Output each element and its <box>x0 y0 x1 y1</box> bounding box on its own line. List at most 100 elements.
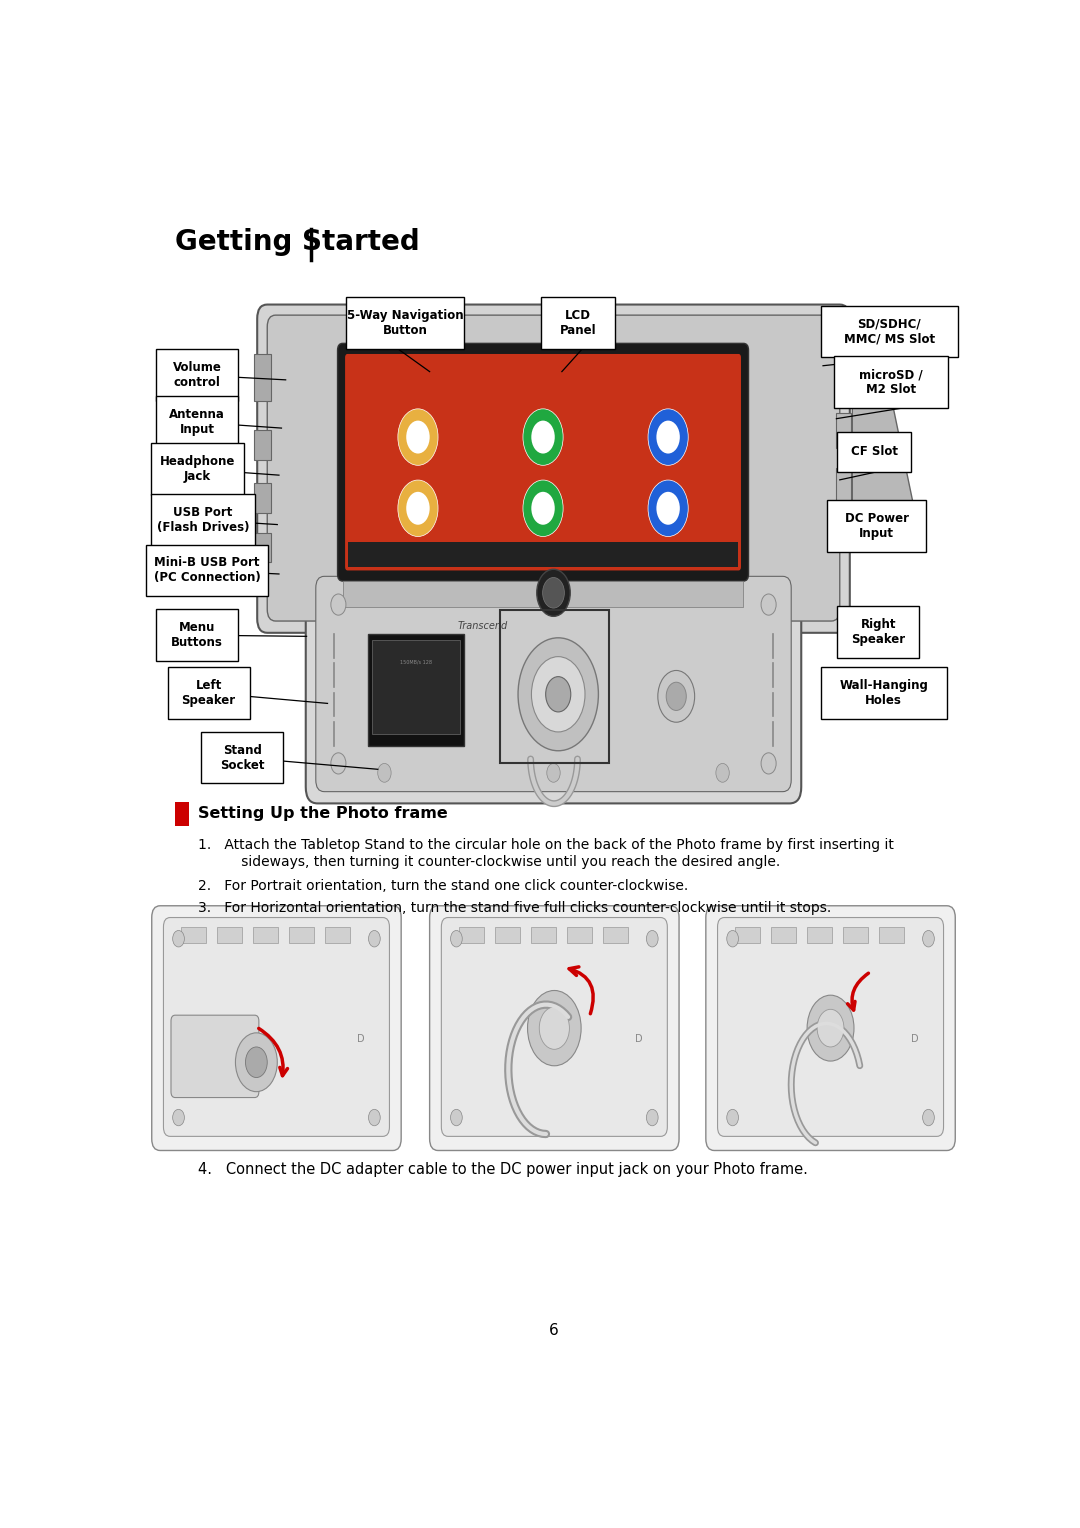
Circle shape <box>368 1109 380 1126</box>
Polygon shape <box>852 371 915 549</box>
Circle shape <box>330 753 346 775</box>
Bar <box>325 927 350 943</box>
Circle shape <box>406 492 430 524</box>
FancyBboxPatch shape <box>267 315 840 620</box>
Circle shape <box>807 995 854 1060</box>
Circle shape <box>523 410 563 466</box>
Circle shape <box>406 420 430 454</box>
FancyBboxPatch shape <box>541 298 615 350</box>
Text: 1.   Attach the Tabletop Stand to the circular hole on the back of the Photo fra: 1. Attach the Tabletop Stand to the circ… <box>198 837 893 851</box>
Bar <box>495 927 521 943</box>
FancyBboxPatch shape <box>163 917 390 1137</box>
Text: Wall-Hanging
Holes: Wall-Hanging Holes <box>839 678 928 707</box>
Text: USB Port
(Flash Drives): USB Port (Flash Drives) <box>157 506 249 533</box>
Text: Mini-B USB Port
(PC Connection): Mini-B USB Port (PC Connection) <box>153 556 260 584</box>
Text: sideways, then turning it counter-clockwise until you reach the desired angle.: sideways, then turning it counter-clockw… <box>215 856 781 869</box>
Circle shape <box>518 637 598 750</box>
FancyBboxPatch shape <box>338 344 748 581</box>
Circle shape <box>657 492 679 524</box>
Circle shape <box>539 1007 569 1050</box>
Text: 4.   Connect the DC adapter cable to the DC power input jack on your Photo frame: 4. Connect the DC adapter cable to the D… <box>198 1161 808 1177</box>
Circle shape <box>666 681 686 711</box>
Text: Left
Speaker: Left Speaker <box>181 678 235 707</box>
Text: D: D <box>912 1034 919 1044</box>
FancyBboxPatch shape <box>306 564 801 804</box>
Bar <box>836 518 851 549</box>
Bar <box>836 413 851 448</box>
FancyBboxPatch shape <box>315 576 792 792</box>
FancyBboxPatch shape <box>346 354 741 570</box>
Bar <box>217 927 242 943</box>
Bar <box>500 611 609 764</box>
Text: Antenna
Input: Antenna Input <box>168 408 225 435</box>
Circle shape <box>542 578 565 608</box>
Text: Menu
Buttons: Menu Buttons <box>171 622 222 649</box>
Circle shape <box>761 594 777 616</box>
FancyBboxPatch shape <box>821 666 947 718</box>
FancyBboxPatch shape <box>827 500 926 552</box>
Bar <box>372 640 460 733</box>
Circle shape <box>922 931 934 947</box>
FancyBboxPatch shape <box>171 1015 259 1097</box>
Circle shape <box>922 1109 934 1126</box>
Bar <box>367 634 464 746</box>
Text: 150MB/s 128: 150MB/s 128 <box>400 660 432 665</box>
Circle shape <box>173 1109 185 1126</box>
Bar <box>836 468 851 501</box>
Circle shape <box>647 931 658 947</box>
Bar <box>175 802 189 825</box>
Circle shape <box>378 764 391 782</box>
Bar <box>531 927 556 943</box>
Bar <box>254 533 271 562</box>
FancyBboxPatch shape <box>257 304 850 633</box>
Circle shape <box>531 420 555 454</box>
Text: Headphone
Jack: Headphone Jack <box>160 455 235 483</box>
Circle shape <box>545 677 570 712</box>
Circle shape <box>173 931 185 947</box>
Circle shape <box>245 1047 267 1077</box>
Text: DC Power
Input: DC Power Input <box>845 512 908 539</box>
Circle shape <box>330 594 346 616</box>
Text: 6: 6 <box>549 1323 558 1339</box>
FancyBboxPatch shape <box>156 396 238 448</box>
FancyBboxPatch shape <box>837 605 919 657</box>
Bar <box>879 927 904 943</box>
Circle shape <box>818 1010 843 1047</box>
Text: Volume
control: Volume control <box>173 361 221 390</box>
Bar <box>836 353 851 397</box>
FancyBboxPatch shape <box>156 350 238 400</box>
Text: SD/SDHC/
MMC/ MS Slot: SD/SDHC/ MMC/ MS Slot <box>843 318 934 345</box>
Text: 5-Way Navigation
Button: 5-Way Navigation Button <box>347 309 463 338</box>
Circle shape <box>527 990 581 1067</box>
Circle shape <box>531 492 555 524</box>
Circle shape <box>235 1033 278 1091</box>
FancyBboxPatch shape <box>146 544 268 596</box>
Text: LCD
Panel: LCD Panel <box>559 309 596 338</box>
Bar <box>254 483 271 513</box>
Bar <box>807 927 833 943</box>
Circle shape <box>648 410 688 466</box>
Text: Getting Started: Getting Started <box>175 228 420 257</box>
Circle shape <box>397 480 438 536</box>
Bar <box>771 927 796 943</box>
FancyBboxPatch shape <box>151 443 244 495</box>
Circle shape <box>537 570 570 616</box>
Bar <box>254 431 271 460</box>
FancyBboxPatch shape <box>151 494 255 545</box>
FancyBboxPatch shape <box>346 298 464 350</box>
Circle shape <box>531 657 585 732</box>
Text: CF Slot: CF Slot <box>851 445 897 458</box>
FancyBboxPatch shape <box>151 906 401 1151</box>
Bar <box>603 927 627 943</box>
Text: Stand
Socket: Stand Socket <box>220 744 265 772</box>
Bar <box>567 927 592 943</box>
Bar <box>459 927 484 943</box>
Circle shape <box>543 588 564 616</box>
Circle shape <box>716 764 729 782</box>
Circle shape <box>523 480 563 536</box>
Bar <box>181 927 206 943</box>
FancyBboxPatch shape <box>834 356 948 408</box>
Bar <box>735 927 760 943</box>
Circle shape <box>368 931 380 947</box>
Bar <box>253 927 279 943</box>
